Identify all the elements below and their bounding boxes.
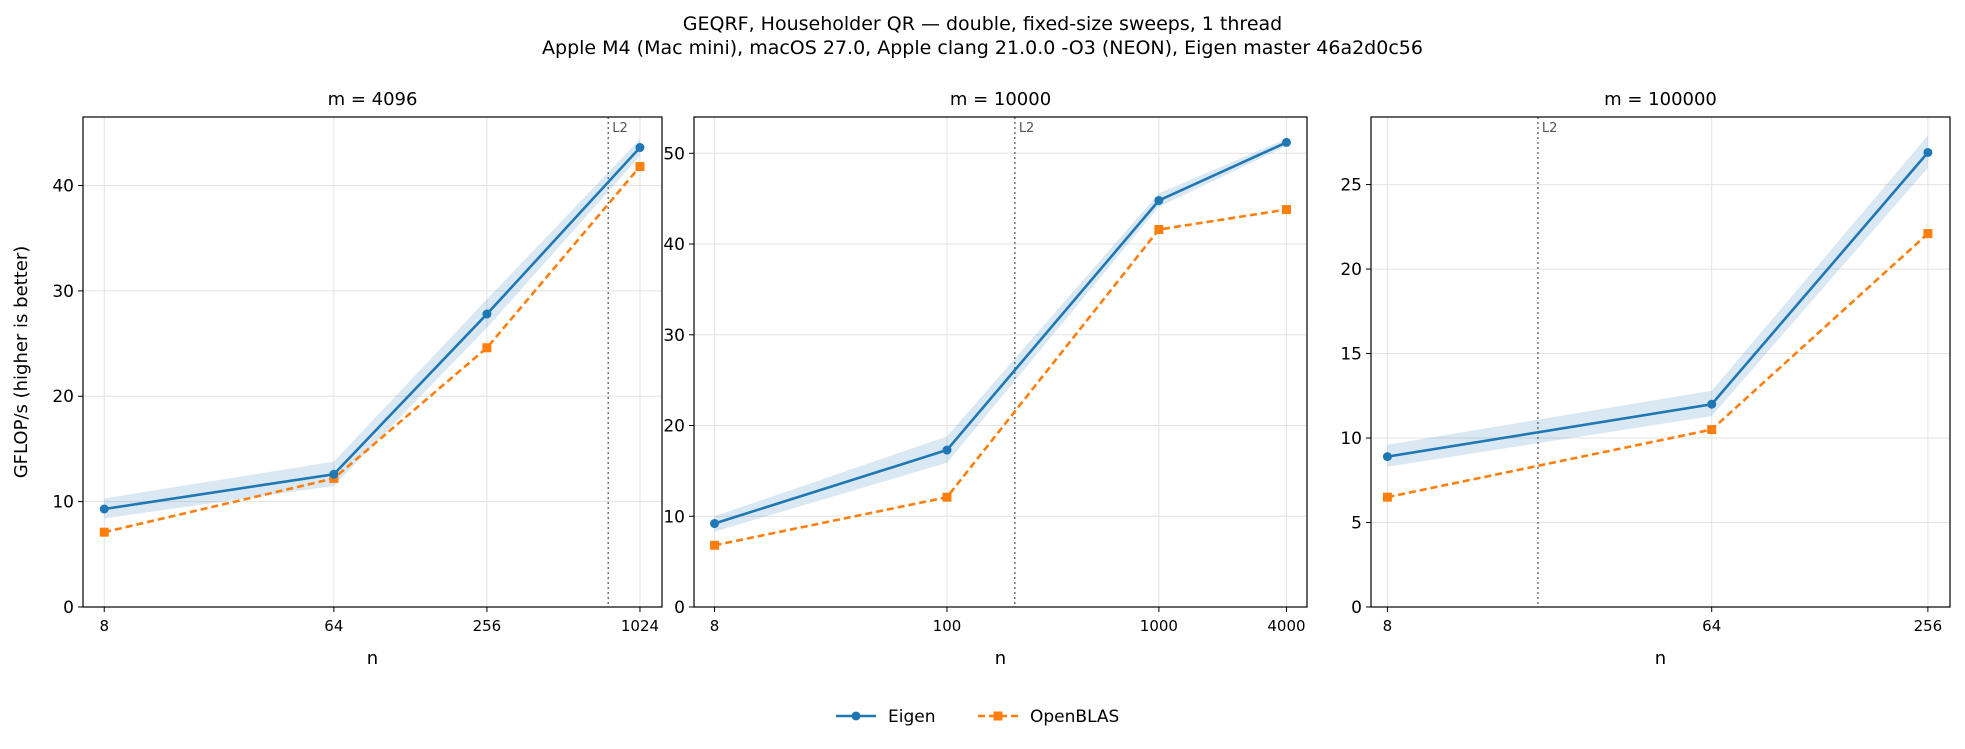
openblas-point [1154, 225, 1164, 235]
eigen-point [482, 309, 492, 319]
openblas-point [635, 162, 645, 172]
y-tick-label: 0 [63, 598, 74, 618]
y-tick-label: 30 [663, 326, 685, 346]
x-axis-label: n [367, 648, 378, 669]
y-tick-label: 10 [1340, 429, 1362, 449]
y-tick-label: 20 [663, 417, 685, 437]
figure-title: GEQRF, Householder QR — double, fixed-si… [0, 12, 1965, 60]
x-tick-label: 8 [99, 617, 109, 635]
legend-openblas-marker [993, 711, 1003, 721]
figure-title-line2: Apple M4 (Mac mini), macOS 27.0, Apple c… [542, 37, 1423, 59]
eigen-point [942, 445, 952, 455]
y-tick-label: 40 [52, 176, 74, 196]
x-tick-label: 64 [1702, 617, 1721, 635]
y-tick-label: 20 [52, 387, 74, 407]
x-tick-label: 1024 [621, 617, 659, 635]
x-tick-label: 100 [933, 617, 962, 635]
x-tick-label: 1000 [1140, 617, 1178, 635]
openblas-point [99, 527, 109, 537]
eigen-point [1382, 452, 1392, 462]
openblas-point [710, 540, 720, 550]
figure-title-line1: GEQRF, Householder QR — double, fixed-si… [682, 13, 1283, 35]
l2-marker-label: L2 [1019, 121, 1035, 136]
legend-eigen-marker [851, 711, 861, 721]
series-line-eigen [714, 141, 1288, 525]
axes-frame [1370, 116, 1951, 608]
legend-openblas-label: OpenBLAS [1030, 707, 1119, 727]
x-axis-label: n [995, 648, 1006, 669]
x-axis-label: n [1655, 648, 1666, 669]
y-tick-label: 10 [663, 507, 685, 527]
openblas-point [482, 343, 492, 353]
y-tick-label: 0 [1351, 598, 1362, 618]
x-tick-label: 8 [710, 617, 720, 635]
series-line-openblas [1387, 232, 1929, 499]
eigen-point [635, 143, 645, 153]
x-tick-label: 4000 [1267, 617, 1305, 635]
panel-3: L2 0 5 10 15 20 25 8 64 256 m = 100000 n [1340, 89, 1951, 669]
series-line-eigen [104, 146, 641, 511]
series-line-openblas [103, 165, 641, 534]
eigen-point [1707, 399, 1717, 409]
y-tick-label: 20 [1340, 260, 1362, 280]
y-tick-label: 10 [52, 493, 74, 513]
series-line-openblas [714, 208, 1287, 547]
panel-2: L2 0 10 20 30 40 50 8 100 1000 4000 m = 10000 n [663, 89, 1308, 669]
eigen-point [1281, 137, 1291, 147]
axes-frame [82, 116, 663, 608]
y-tick-label: 30 [52, 282, 74, 302]
y-tick-label: 40 [663, 235, 685, 255]
x-tick-label: 256 [473, 617, 502, 635]
openblas-point [1923, 229, 1933, 239]
openblas-point [942, 492, 952, 502]
legend-eigen-label: Eigen [888, 707, 936, 727]
panel-1: L2 0 10 20 30 40 8 64 256 1024 m = 4096 n [52, 89, 663, 669]
axes-frame [693, 116, 1308, 608]
panel-title: m = 10000 [950, 89, 1051, 110]
y-tick-label: 50 [663, 144, 685, 164]
openblas-point [1382, 492, 1392, 502]
eigen-point [1923, 147, 1933, 157]
eigen-variance-band [104, 139, 640, 519]
panel-title: m = 4096 [328, 89, 418, 110]
y-tick-label: 0 [674, 598, 685, 618]
eigen-point [1154, 195, 1164, 205]
y-tick-label: 15 [1340, 345, 1362, 365]
panel-title: m = 100000 [1604, 89, 1717, 110]
eigen-variance-band [1387, 135, 1928, 467]
x-tick-label: 64 [324, 617, 343, 635]
x-tick-label: 256 [1914, 617, 1943, 635]
x-tick-label: 8 [1383, 617, 1393, 635]
y-axis-label: GFLOP/s (higher is better) [11, 246, 32, 479]
legend: Eigen OpenBLAS [836, 707, 1119, 727]
eigen-point [710, 519, 720, 529]
openblas-point [1707, 425, 1717, 435]
openblas-point [1281, 205, 1291, 215]
l2-marker-label: L2 [1542, 121, 1558, 136]
eigen-point [329, 469, 339, 479]
y-tick-label: 5 [1351, 514, 1362, 534]
y-tick-label: 25 [1340, 176, 1362, 196]
l2-marker-label: L2 [612, 121, 628, 136]
eigen-point [99, 504, 109, 514]
